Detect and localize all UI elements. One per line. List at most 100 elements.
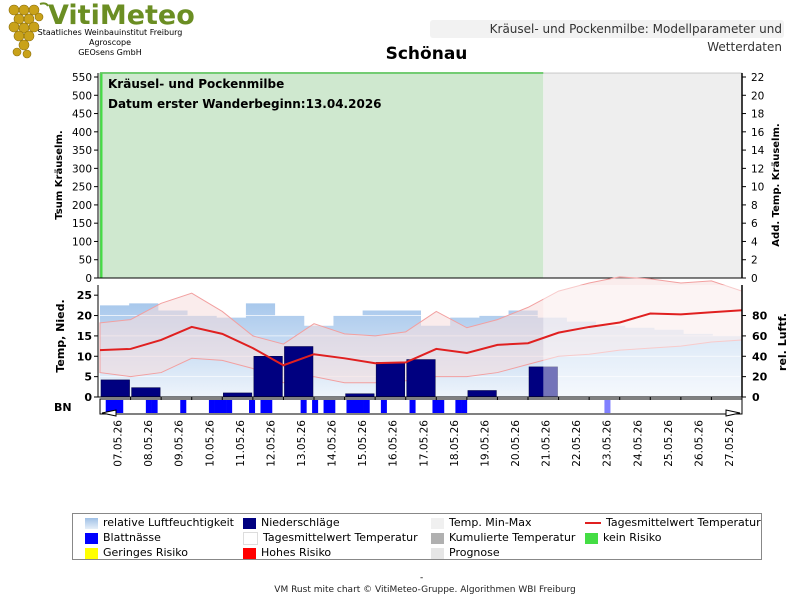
bottom-left-tick-label: 15 [77, 330, 92, 343]
bottom-right-tick-label: 20 [752, 371, 768, 384]
top-right-tick-label: 6 [751, 218, 758, 230]
date-tick-label: 17.05.26 [418, 420, 430, 467]
footer-credit: VM Rust mite chart © VitiMeteo-Gruppe. A… [0, 585, 800, 595]
leaf-wetness-segment [209, 400, 215, 413]
precip-bar [132, 388, 161, 397]
leaf-wetness-segment [249, 400, 255, 413]
top-left-tick-label: 350 [72, 145, 92, 157]
top-left-tick-label: 50 [79, 255, 92, 267]
date-tick-label: 27.05.26 [724, 420, 736, 467]
top-right-tick-label: 2 [751, 255, 758, 267]
date-tick-label: 19.05.26 [479, 420, 491, 467]
date-tick-label: 24.05.26 [632, 420, 644, 467]
precip-bar [376, 362, 405, 397]
legend-swatch [85, 548, 98, 559]
legend-swatch [85, 533, 98, 544]
bottom-right-tick-label: 40 [752, 350, 768, 363]
leaf-wetness-segment [381, 400, 387, 413]
leaf-wetness-segment [329, 400, 335, 413]
top-right-tick-label: 20 [751, 90, 764, 102]
chart-area: 0501001502002503003504004505005500246810… [0, 0, 800, 512]
date-tick-label: 16.05.26 [388, 420, 400, 467]
top-right-tick-label: 14 [751, 145, 765, 157]
legend-item: Tagesmittelwert Temperatur [243, 531, 418, 545]
legend-item: Tagesmittelwert Temperatur [585, 516, 761, 530]
legend-item: Kumulierte Temperatur [431, 531, 575, 545]
legend-swatch [431, 548, 444, 559]
date-tick-label: 18.05.26 [449, 420, 461, 467]
legend-item: Niederschläge [243, 516, 340, 530]
legend-label: Blattnässe [103, 531, 161, 544]
bottom-right-tick-label: 80 [752, 310, 768, 323]
leaf-wetness-label: BN [54, 401, 72, 414]
legend-label: relative Luftfeuchtigkeit [103, 516, 234, 529]
legend-item: Prognose [431, 546, 500, 560]
leaf-wetness-segment [312, 400, 318, 413]
top-left-tick-label: 200 [72, 200, 92, 212]
bottom-left-tick-label: 0 [84, 391, 92, 404]
date-tick-label: 13.05.26 [296, 420, 308, 467]
leaf-wetness-strip [100, 399, 742, 414]
date-tick-label: 14.05.26 [327, 420, 339, 467]
legend-label: Niederschläge [261, 516, 340, 529]
bottom-right-tick-label: 0 [752, 391, 760, 404]
precip-bar [468, 390, 497, 397]
leaf-wetness-segment [432, 400, 438, 413]
legend-item: Hohes Risiko [243, 546, 331, 560]
legend-label: Prognose [449, 546, 500, 559]
leaf-wetness-segment [180, 400, 186, 413]
top-left-tick-label: 150 [72, 218, 92, 230]
top-left-tick-label: 450 [72, 109, 92, 121]
leaf-wetness-segment [215, 400, 221, 413]
leaf-wetness-segment [455, 400, 461, 413]
top-right-tick-label: 22 [751, 72, 764, 84]
leaf-wetness-segment [226, 400, 232, 413]
legend-label: Hohes Risiko [261, 546, 331, 559]
leaf-wetness-segment [261, 400, 267, 413]
date-tick-label: 26.05.26 [693, 420, 705, 467]
date-tick-label: 21.05.26 [541, 420, 553, 467]
bottom-forecast-overlay [543, 285, 742, 397]
date-tick-label: 11.05.26 [235, 420, 247, 467]
legend-label: Geringes Risiko [103, 546, 188, 559]
leaf-wetness-segment [352, 400, 358, 413]
top-left-tick-label: 400 [72, 127, 92, 139]
top-panel-forecast [543, 73, 742, 278]
legend-swatch [243, 532, 258, 545]
bottom-left-axis-label: Temp, Nied. [54, 299, 67, 372]
leaf-wetness-segment [266, 400, 272, 413]
top-left-tick-label: 100 [72, 236, 92, 248]
legend-swatch [431, 533, 444, 544]
leaf-wetness-segment [346, 400, 352, 413]
top-right-tick-label: 16 [751, 127, 765, 139]
date-tick-label: 20.05.26 [510, 420, 522, 467]
date-tick-label: 07.05.26 [113, 420, 125, 467]
date-tick-label: 12.05.26 [265, 420, 277, 467]
top-right-tick-label: 0 [751, 273, 758, 285]
top-left-tick-label: 250 [72, 182, 92, 194]
date-tick-label: 22.05.26 [571, 420, 583, 467]
top-left-tick-label: 300 [72, 163, 92, 175]
top-right-tick-label: 18 [751, 109, 764, 121]
date-tick-label: 08.05.26 [143, 420, 155, 467]
legend-swatch [585, 522, 601, 524]
leaf-wetness-segment [410, 400, 416, 413]
legend-swatch [85, 518, 98, 529]
top-left-axis-label: Tsum Kräuselm. [54, 130, 65, 219]
precip-bar [101, 380, 130, 397]
top-right-axis-label: Add. Temp. Kräuselm. [771, 123, 782, 246]
leaf-wetness-segment [324, 400, 330, 413]
bottom-left-tick-label: 25 [77, 289, 92, 302]
bottom-left-tick-label: 20 [77, 310, 93, 323]
bottom-left-tick-label: 5 [84, 371, 92, 384]
bottom-left-tick-label: 10 [77, 350, 93, 363]
legend-item: relative Luftfeuchtigkeit [85, 516, 234, 530]
legend-swatch [243, 518, 256, 529]
legend-swatch [243, 548, 256, 559]
precip-bar [284, 346, 313, 397]
precip-bar [223, 393, 252, 397]
leaf-wetness-segment [438, 400, 444, 413]
legend-label: kein Risiko [603, 531, 661, 544]
leaf-wetness-segment [358, 400, 364, 413]
top-left-tick-label: 0 [85, 273, 92, 285]
